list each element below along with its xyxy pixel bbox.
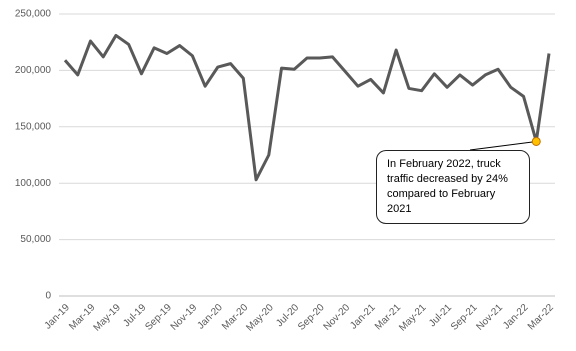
y-tick-label: 250,000	[15, 9, 52, 20]
highlight-marker	[531, 136, 541, 146]
annotation-connector	[469, 140, 537, 151]
x-tick-label: Mar-22	[526, 302, 556, 332]
x-tick-label: Jan-22	[501, 302, 531, 332]
y-tick-label: 150,000	[15, 121, 52, 132]
x-tick-label: Jan-20	[195, 302, 225, 332]
y-tick-label: 50,000	[20, 234, 51, 245]
line	[63, 33, 551, 182]
x-tick-label: Sep-19	[143, 302, 174, 333]
x-tick-label: Jan-19	[43, 302, 73, 332]
x-tick-label: May-21	[397, 302, 429, 334]
x-tick-label: Nov-19	[169, 302, 200, 333]
y-tick-label: 200,000	[15, 65, 52, 76]
x-tick-label: Nov-21	[474, 302, 505, 333]
x-tick-label: Nov-20	[322, 302, 353, 333]
x-tick-label: May-20	[244, 302, 276, 334]
x-tick-label: May-19	[92, 302, 124, 334]
y-tick-label: 100,000	[15, 178, 52, 189]
y-tick-label: 0	[45, 291, 51, 302]
x-tick-label: Sep-20	[296, 302, 327, 333]
x-tick-label: Sep-21	[449, 302, 480, 333]
annotation: In February 2022, truck traffic decrease…	[376, 150, 530, 224]
x-tick-label: Jan-21	[348, 302, 378, 332]
